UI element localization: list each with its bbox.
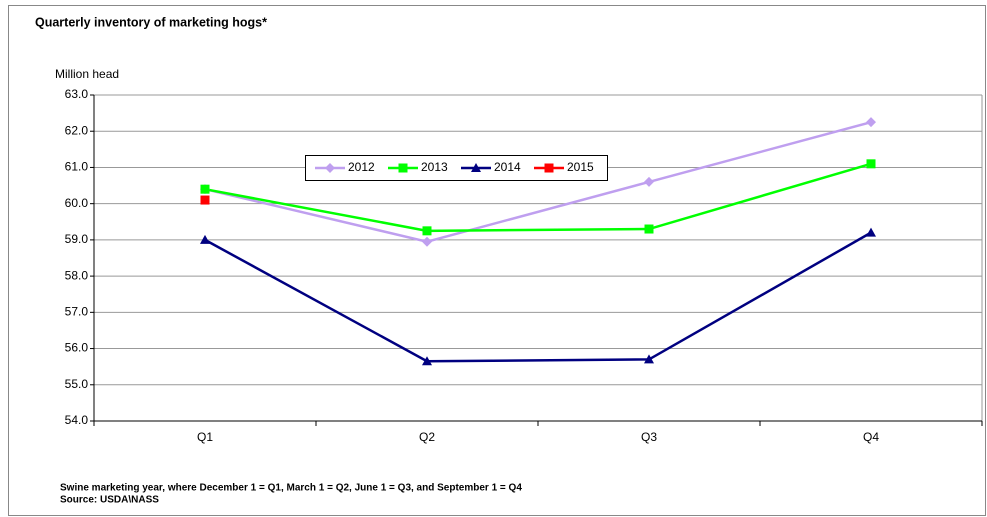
marker xyxy=(644,224,654,234)
marker xyxy=(544,163,554,173)
x-tick-label: Q4 xyxy=(863,430,879,444)
marker xyxy=(866,159,876,169)
marker xyxy=(422,356,432,366)
y-tick-label: 55.0 xyxy=(65,377,89,391)
y-tick-label: 59.0 xyxy=(65,232,89,246)
marker xyxy=(200,234,210,244)
marker xyxy=(200,184,210,194)
y-tick-label: 57.0 xyxy=(65,305,89,319)
series-line xyxy=(204,231,872,363)
legend-label: 2014 xyxy=(494,160,521,174)
legend-label: 2013 xyxy=(421,160,448,174)
legend-label: 2012 xyxy=(348,160,375,174)
marker xyxy=(644,176,654,187)
y-tick-label: 60.0 xyxy=(65,196,89,210)
y-tick-label: 58.0 xyxy=(65,268,89,282)
footnote: Source: USDA\NASS xyxy=(60,495,159,506)
legend: 2012 2013 2014 2015 xyxy=(305,155,608,181)
series-line xyxy=(204,120,872,243)
x-tick-label: Q1 xyxy=(197,430,213,444)
marker xyxy=(422,226,432,236)
legend-label: 2015 xyxy=(567,160,594,174)
chart-title: Quarterly inventory of marketing hogs* xyxy=(35,15,267,29)
marker xyxy=(471,163,481,172)
series-line xyxy=(204,162,872,233)
legend-box xyxy=(305,155,608,181)
marker xyxy=(422,236,432,247)
y-tick-label: 63.0 xyxy=(65,87,89,101)
y-axis-label: Million head xyxy=(55,67,119,81)
footnote: Swine marketing year, where December 1 =… xyxy=(60,483,522,494)
marker xyxy=(866,117,876,128)
chart-frame xyxy=(8,5,986,516)
y-tick-label: 62.0 xyxy=(65,123,89,137)
marker xyxy=(644,354,654,364)
x-tick-label: Q2 xyxy=(419,430,435,444)
y-tick-label: 61.0 xyxy=(65,160,89,174)
y-tick-label: 54.0 xyxy=(65,413,89,427)
marker xyxy=(866,227,876,237)
marker xyxy=(200,195,210,205)
y-tick-label: 56.0 xyxy=(65,341,89,355)
marker xyxy=(398,163,408,173)
marker xyxy=(325,163,335,173)
x-tick-label: Q3 xyxy=(641,430,657,444)
